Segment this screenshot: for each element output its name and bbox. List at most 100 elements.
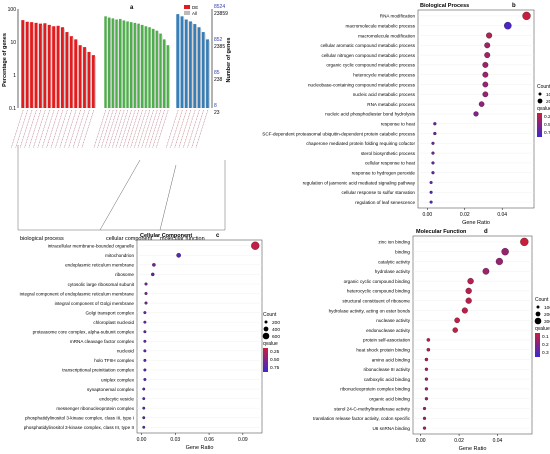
term-label: holo TFIIH complex — [94, 358, 134, 363]
term-label: phosphatidylinositol 3-kinase complex, c… — [25, 416, 134, 421]
term-label: cellular nitrogen compound metabolic pro… — [322, 53, 416, 58]
color-legend-label: 0.75 — [270, 365, 280, 371]
y-tick-label-left: 100 — [8, 7, 17, 13]
panel-title: Biological Process — [420, 3, 469, 9]
bar-all — [161, 35, 163, 108]
term-label: cellular aromatic compound metabolic pro… — [321, 43, 416, 48]
color-legend-label: 0.75 — [544, 130, 550, 136]
term-label: synaptonemal complex — [87, 387, 135, 392]
bar — [111, 18, 115, 109]
bar — [166, 45, 170, 108]
x-tick-label: 0.00 — [137, 437, 147, 443]
term-label: organic cyclic compound binding — [344, 279, 411, 284]
dot-point — [461, 307, 468, 314]
category-label-mark — [108, 109, 121, 149]
bar — [34, 22, 38, 108]
term-label: nucleic acid metabolic process — [353, 92, 416, 97]
term-label: protein self-association — [363, 338, 410, 343]
bar-all — [128, 22, 130, 108]
dot-point — [143, 378, 147, 381]
category-label-mark — [55, 109, 68, 149]
x-tick-label: 0.02 — [460, 212, 470, 218]
bar — [148, 27, 151, 109]
term-label: intracellular membrane-bounded organelle — [48, 244, 135, 249]
dot-point — [426, 338, 431, 342]
dot-point — [143, 368, 147, 372]
category-label-mark — [195, 109, 209, 149]
bar-all — [77, 40, 79, 108]
bar-all — [195, 25, 198, 108]
size-legend-dot — [263, 326, 269, 332]
panel-letter: c — [216, 233, 220, 239]
dot-point — [486, 32, 493, 39]
bar-all — [110, 19, 112, 109]
bar — [180, 16, 184, 109]
bar — [118, 18, 122, 108]
bar-all — [117, 21, 119, 108]
x-tick-label: 0.00 — [416, 438, 426, 444]
category-label-mark — [122, 109, 136, 149]
category-label-mark — [72, 109, 86, 149]
group-bracket — [17, 145, 141, 231]
x-tick-label: 0.04 — [497, 212, 507, 218]
size-legend-dot — [534, 317, 542, 325]
y-tick-label-right-bottom: 238 — [214, 77, 223, 83]
bar-all — [132, 23, 134, 109]
x-tick-label: 0.00 — [422, 212, 432, 218]
bar — [151, 28, 155, 108]
term-label: endocytic vesicle — [99, 396, 134, 401]
bar-all — [46, 24, 48, 109]
plot-frame — [136, 239, 263, 434]
bar-all — [191, 22, 193, 108]
plot-frame — [417, 9, 535, 209]
group-label: cellular component — [106, 236, 153, 242]
dot-point — [144, 292, 148, 296]
bar — [206, 39, 210, 108]
dot-point — [424, 397, 429, 401]
dot-point — [482, 81, 489, 88]
category-label-mark — [155, 109, 169, 149]
term-label: integral component of Golgi membrane — [55, 301, 135, 306]
category-label-mark — [77, 109, 90, 149]
category-label-mark — [11, 109, 24, 149]
bar-all — [157, 32, 159, 108]
dot-point — [142, 406, 146, 410]
dot-point — [422, 406, 427, 411]
dot-point — [484, 42, 491, 49]
dot-point — [424, 367, 429, 371]
x-tick-label: 0.09 — [238, 437, 248, 443]
category-label-mark — [152, 109, 165, 149]
category-label-mark — [144, 109, 158, 149]
size-legend-label: 200 — [546, 99, 550, 105]
size-legend-label: 200 — [544, 312, 550, 318]
bar-all — [139, 25, 141, 108]
category-label-mark — [59, 109, 72, 149]
term-label: catalytic activity — [378, 259, 411, 264]
panel-letter: b — [512, 3, 516, 9]
legend-label: All — [192, 11, 197, 16]
size-legend-label: 100 — [546, 92, 550, 98]
term-label: cytosolic large ribosomal subunit — [68, 282, 135, 287]
term-label: cellular response to sulfur starvation — [341, 190, 415, 195]
category-label-mark — [170, 109, 183, 149]
bar-all — [154, 30, 156, 109]
dot-point — [520, 237, 529, 247]
x-tick-label: 0.03 — [170, 437, 180, 443]
term-label: integral component of endoplasmic reticu… — [20, 291, 135, 296]
dot-point — [433, 131, 437, 136]
bar-all — [113, 19, 115, 108]
term-label: regulation of leaf senescence — [355, 200, 415, 205]
bar-all — [183, 17, 185, 108]
category-label-mark — [63, 109, 77, 149]
term-label: uniplex complex — [101, 377, 135, 382]
bar-all — [81, 46, 83, 108]
category-label-mark — [100, 109, 114, 149]
bar — [133, 22, 137, 108]
dot-point — [452, 327, 458, 333]
term-label: carboxylic acid binding — [364, 377, 411, 382]
bar — [30, 22, 34, 109]
term-label: transcriptional preinitiation complex — [62, 368, 134, 373]
dot-point — [143, 358, 147, 362]
bar-all — [50, 26, 52, 109]
